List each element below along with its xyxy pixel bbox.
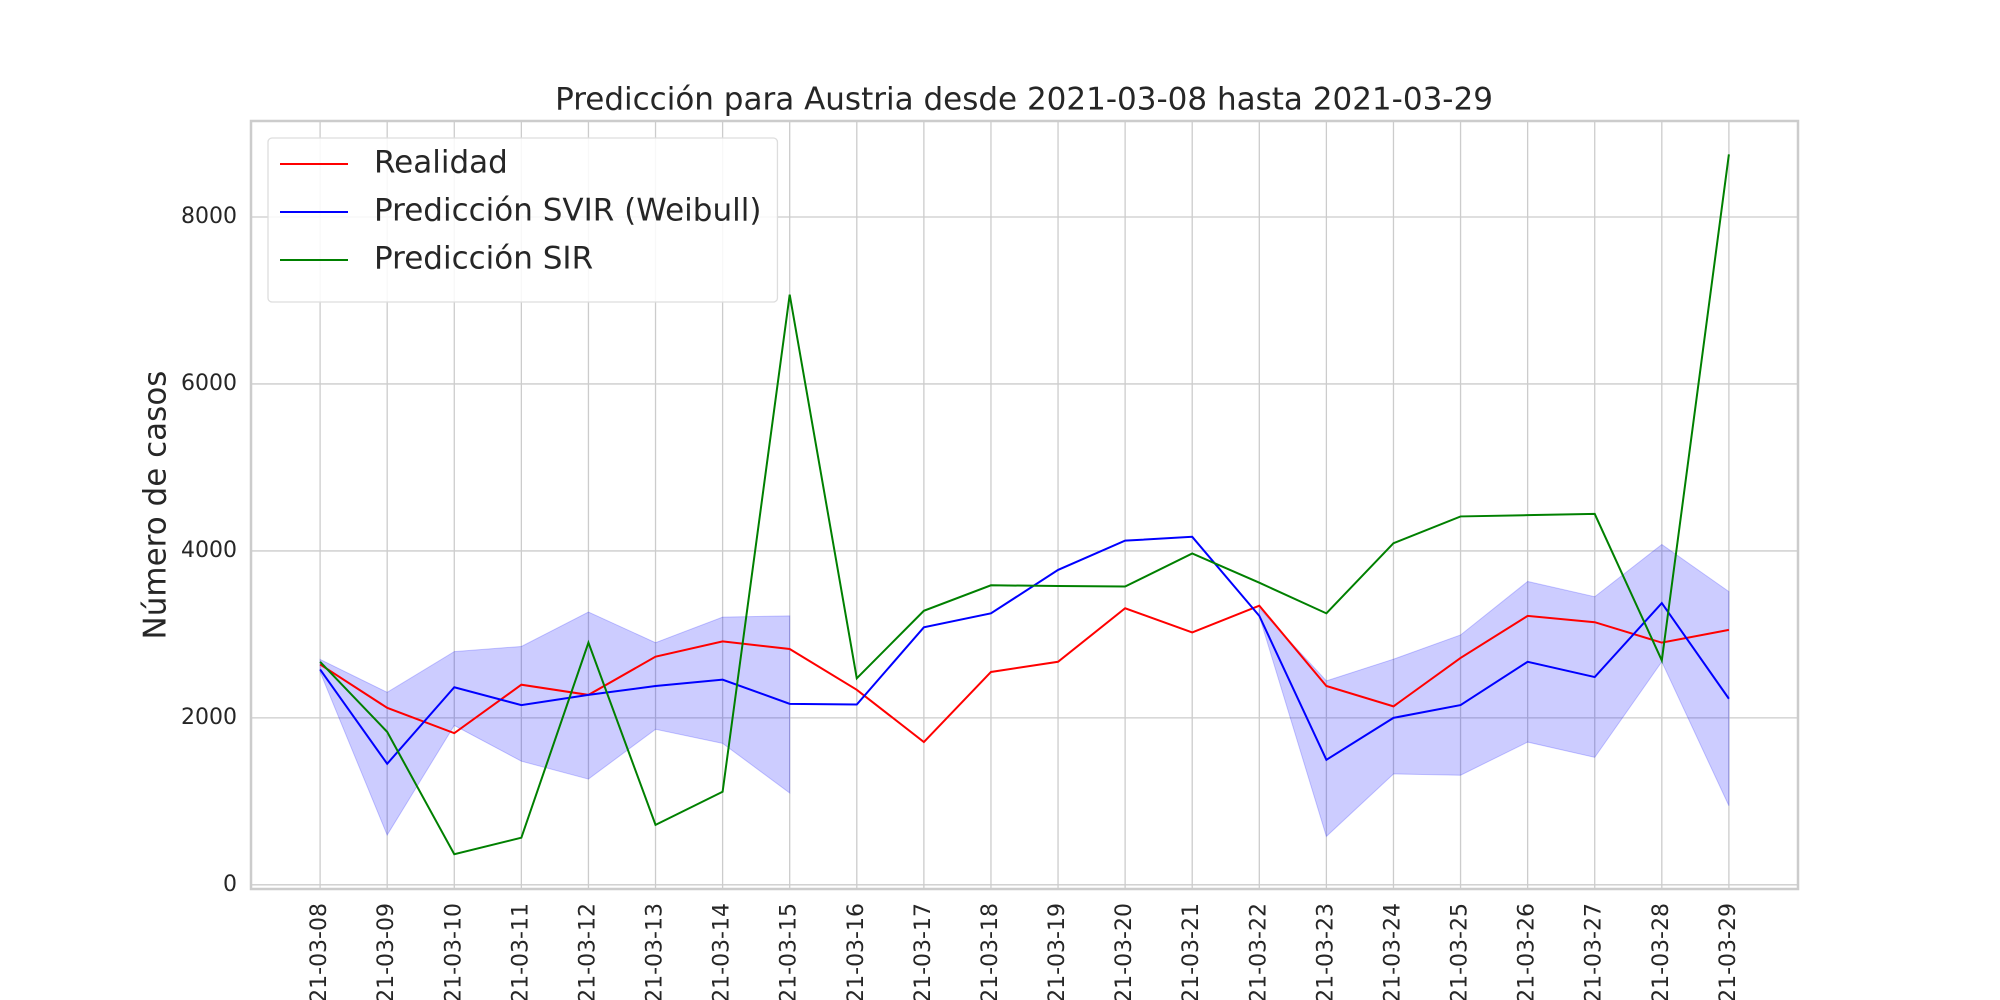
x-tick-label: 2021-03-14 [710,903,735,1000]
y-tick-label: 0 [223,872,237,897]
x-tick-label: 2021-03-10 [441,903,466,1000]
x-tick-label: 2021-03-11 [508,903,533,1000]
series-line [319,535,1730,766]
x-tick-label: 2021-03-15 [777,903,802,1000]
legend: Realidad Predicción SVIR (Weibull) Predicc… [267,137,779,303]
x-tick-label: 2021-03-13 [643,903,668,1000]
x-tick-label: 2021-03-19 [1045,903,1070,1000]
plot-frame [249,119,1800,891]
x-tick-label: 2021-03-16 [844,903,869,1000]
legend-label: Realidad [374,145,508,181]
x-tick-label: 2021-03-29 [1716,903,1741,1000]
x-tick-label: 2021-03-09 [374,903,399,1000]
y-tick-label: 2000 [181,705,237,730]
y-tick-label: 4000 [181,538,237,563]
series-line [319,604,1730,744]
x-tick-label: 2021-03-27 [1582,903,1607,1000]
y-tick-label: 8000 [181,204,237,229]
x-tick-label: 2021-03-12 [575,903,600,1000]
chart-title: Predicción para Austria desde 2021-03-08… [555,82,1493,118]
x-tick-label: 2021-03-22 [1246,903,1271,1000]
x-tick-label: 2021-03-25 [1448,903,1473,1000]
x-tick-label: 2021-03-21 [1179,903,1204,1000]
legend-box [267,137,779,303]
x-tick-label: 2021-03-24 [1380,903,1405,1000]
confidence-band [319,611,791,837]
x-tick-label: 2021-03-26 [1515,903,1540,1000]
legend-label: Predicción SVIR (Weibull) [374,193,761,229]
x-tick-label: 2021-03-23 [1313,903,1338,1000]
y-axis-label: Número de casos [138,371,174,640]
x-tick-label: 2021-03-08 [307,903,332,1000]
x-tick-label: 2021-03-17 [911,903,936,1000]
x-tick-label: 2021-03-18 [978,903,1003,1000]
series-line [319,154,1730,856]
x-tick-label: 2021-03-28 [1649,903,1674,1000]
x-tick-label: 2021-03-20 [1112,903,1137,1000]
legend-label: Predicción SIR [374,241,593,277]
confidence-band [1258,543,1730,838]
y-tick-label: 6000 [181,371,237,396]
